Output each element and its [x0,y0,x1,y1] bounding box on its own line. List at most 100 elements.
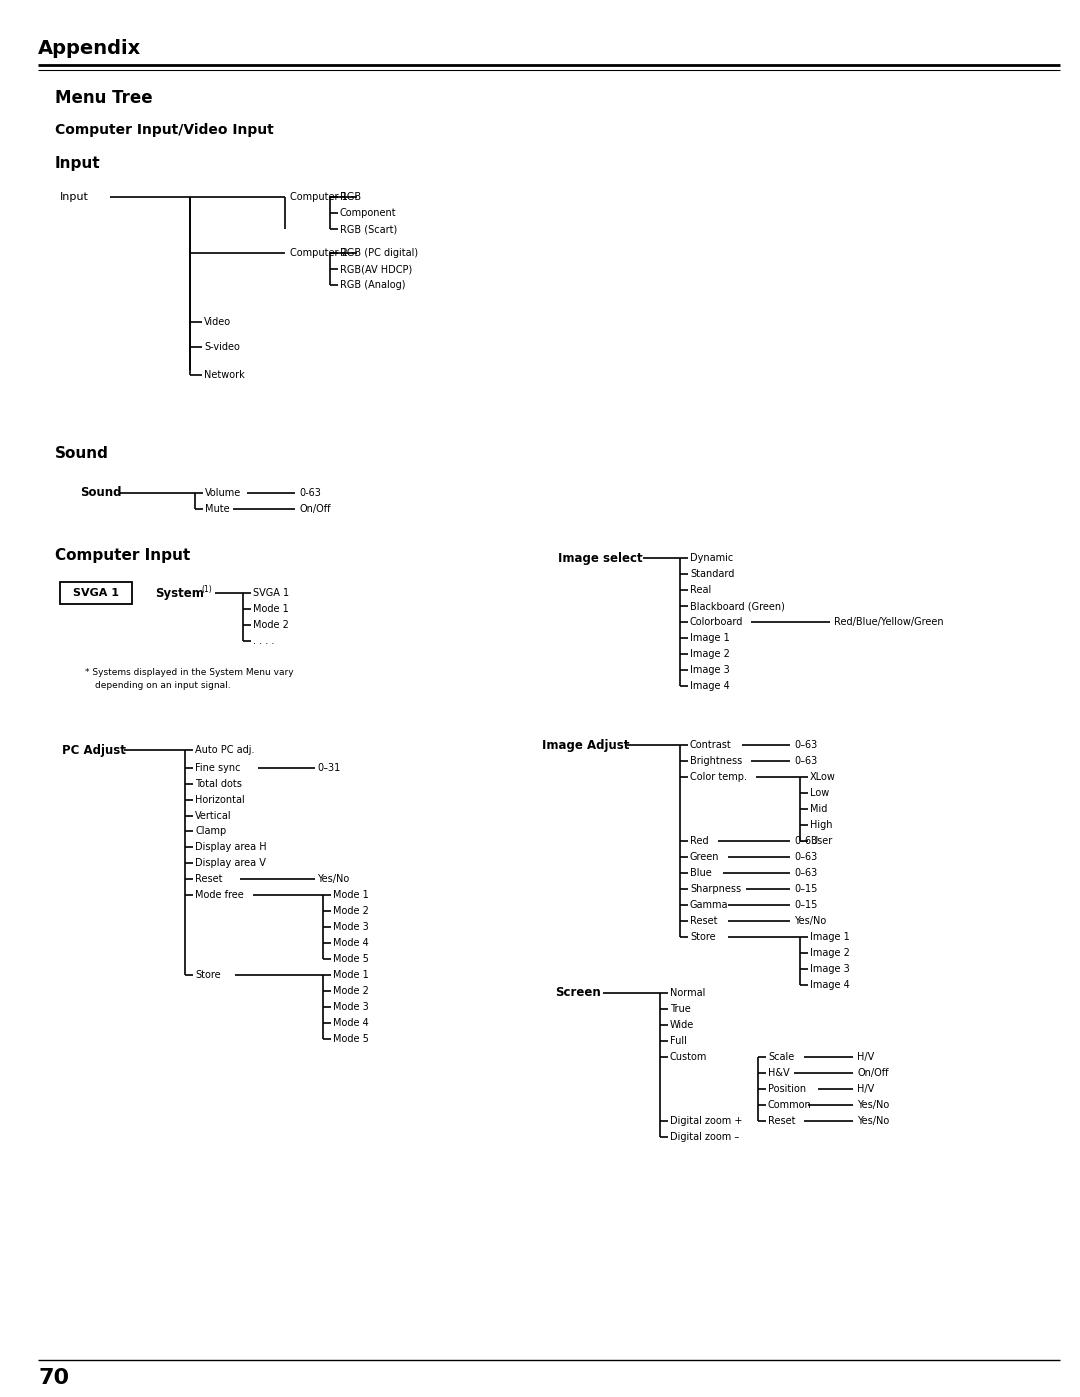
Text: Total dots: Total dots [195,780,242,789]
Text: * Systems displayed in the System Menu vary: * Systems displayed in the System Menu v… [85,668,294,676]
Text: (1): (1) [201,584,212,594]
Text: 0–63: 0–63 [794,756,818,766]
Text: Normal: Normal [670,988,705,997]
Text: Gamma: Gamma [690,900,729,909]
Text: Image Adjust: Image Adjust [542,739,630,752]
Text: Red: Red [690,835,708,847]
Text: Digital zoom +: Digital zoom + [670,1116,742,1126]
Text: S-video: S-video [204,342,240,352]
Text: Mode 3: Mode 3 [333,922,368,932]
Text: On/Off: On/Off [858,1067,889,1078]
Text: H&V: H&V [768,1067,789,1078]
Text: Brightness: Brightness [690,756,742,766]
Text: 0–63: 0–63 [794,835,818,847]
Text: Menu Tree: Menu Tree [55,89,152,108]
Text: Common: Common [768,1099,812,1111]
Text: Custom: Custom [670,1052,707,1062]
Text: Yes/No: Yes/No [794,916,826,926]
Text: 0–15: 0–15 [794,884,818,894]
Text: Mode 3: Mode 3 [333,1002,368,1011]
Text: 0–15: 0–15 [794,900,818,909]
Text: Yes/No: Yes/No [858,1116,889,1126]
Text: RGB(AV HDCP): RGB(AV HDCP) [340,264,413,274]
Text: Component: Component [340,208,396,218]
FancyBboxPatch shape [60,583,132,604]
Text: True: True [670,1004,691,1014]
Text: Contrast: Contrast [690,740,732,750]
Text: H/V: H/V [858,1052,874,1062]
Text: Mode 1: Mode 1 [333,890,368,900]
Text: . . . .: . . . . [253,636,274,645]
Text: Fine sync: Fine sync [195,763,241,773]
Text: Image 4: Image 4 [690,680,730,692]
Text: Display area H: Display area H [195,842,267,852]
Text: Dynamic: Dynamic [690,553,733,563]
Text: Reset: Reset [768,1116,796,1126]
Text: RGB (Scart): RGB (Scart) [340,224,397,235]
Text: Network: Network [204,370,245,380]
Text: Yes/No: Yes/No [318,875,349,884]
Text: 0-63: 0-63 [299,488,321,497]
Text: Mode 4: Mode 4 [333,937,368,949]
Text: Vertical: Vertical [195,812,231,821]
Text: Computer 2: Computer 2 [291,249,348,258]
Text: Wide: Wide [670,1020,694,1030]
Text: Screen: Screen [555,986,600,999]
Text: Mode 5: Mode 5 [333,1034,369,1044]
Text: RGB (Analog): RGB (Analog) [340,279,405,291]
Text: Image 4: Image 4 [810,981,850,990]
Text: Red/Blue/Yellow/Green: Red/Blue/Yellow/Green [834,617,944,627]
Text: Full: Full [670,1037,687,1046]
Text: RGB: RGB [340,191,361,203]
Text: Mid: Mid [810,805,827,814]
Text: Mode 1: Mode 1 [333,970,368,981]
Text: H/V: H/V [858,1084,874,1094]
Text: Clamp: Clamp [195,826,226,835]
Text: Computer Input: Computer Input [55,548,190,563]
Text: Mode 2: Mode 2 [333,907,369,916]
Text: Mode 4: Mode 4 [333,1018,368,1028]
Text: Blue: Blue [690,868,712,877]
Text: 0–63: 0–63 [794,740,818,750]
Text: High: High [810,820,833,830]
Text: Volume: Volume [205,488,241,497]
Text: Standard: Standard [690,569,734,578]
Text: Horizontal: Horizontal [195,795,245,805]
Text: Mute: Mute [205,504,230,514]
Text: Image 2: Image 2 [690,650,730,659]
Text: Image select: Image select [558,552,643,564]
Text: Store: Store [195,970,220,981]
Text: User: User [810,835,833,847]
Text: 0–63: 0–63 [794,868,818,877]
Text: System: System [156,587,204,599]
Text: Mode 2: Mode 2 [253,620,288,630]
Text: SVGA 1: SVGA 1 [73,588,119,598]
Text: On/Off: On/Off [299,504,330,514]
Text: Reset: Reset [690,916,717,926]
Text: Sound: Sound [55,446,109,461]
Text: Mode 2: Mode 2 [333,986,369,996]
Text: Reset: Reset [195,875,222,884]
Text: Appendix: Appendix [38,39,141,57]
Text: 70: 70 [38,1368,69,1389]
Text: Blackboard (Green): Blackboard (Green) [690,601,785,610]
Text: 0–63: 0–63 [794,852,818,862]
Text: Low: Low [810,788,829,798]
Text: Sharpness: Sharpness [690,884,741,894]
Text: Image 3: Image 3 [810,964,850,974]
Text: depending on an input signal.: depending on an input signal. [95,680,231,690]
Text: Image 3: Image 3 [690,665,730,675]
Text: Mode 1: Mode 1 [253,604,288,615]
Text: 0–31: 0–31 [318,763,340,773]
Text: Input: Input [60,191,89,203]
Text: Video: Video [204,317,231,327]
Text: Input: Input [55,155,100,170]
Text: Colorboard: Colorboard [690,617,743,627]
Text: Color temp.: Color temp. [690,773,747,782]
Text: Image 1: Image 1 [810,932,850,942]
Text: Store: Store [690,932,716,942]
Text: Digital zoom –: Digital zoom – [670,1132,739,1141]
Text: Mode free: Mode free [195,890,244,900]
Text: Image 1: Image 1 [690,633,730,643]
Text: Computer 1: Computer 1 [291,191,348,203]
